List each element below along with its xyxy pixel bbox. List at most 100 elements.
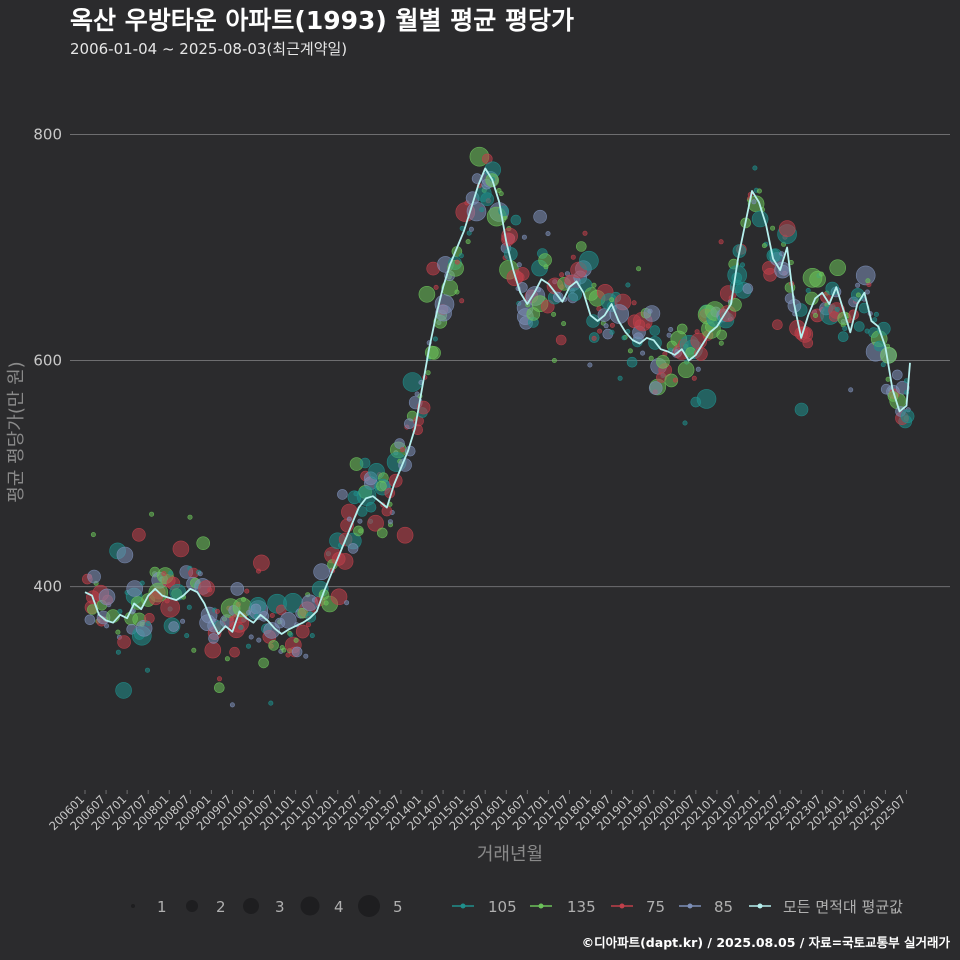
- transaction-point: [900, 409, 915, 424]
- transaction-point: [161, 571, 167, 577]
- transaction-point: [186, 604, 192, 610]
- transaction-point: [291, 646, 303, 658]
- y-gridlines: [70, 134, 950, 588]
- transaction-point: [809, 270, 826, 288]
- transaction-point: [779, 251, 785, 257]
- transaction-point: [515, 267, 530, 281]
- transaction-point: [359, 457, 371, 469]
- transaction-point: [587, 362, 593, 368]
- transaction-point: [855, 292, 861, 298]
- transaction-point: [880, 362, 886, 368]
- transaction-point: [510, 214, 522, 226]
- size-legend-key-2: [186, 900, 198, 912]
- transaction-point: [770, 225, 776, 231]
- transaction-point: [184, 633, 190, 639]
- transaction-point: [313, 563, 330, 581]
- size-legend: 1 2 3 4 5: [131, 895, 403, 917]
- size-legend-label-1: 1: [157, 898, 167, 916]
- transaction-point: [582, 230, 588, 236]
- transaction-point: [376, 527, 388, 539]
- transaction-point: [555, 334, 567, 346]
- transaction-point: [617, 375, 623, 381]
- y-tick-800: 800: [33, 126, 62, 144]
- transaction-point: [540, 299, 555, 314]
- transaction-point: [609, 322, 615, 328]
- transaction-point: [268, 700, 274, 706]
- transaction-point: [538, 253, 552, 267]
- legend-key-105-dot: [460, 903, 466, 909]
- transaction-point: [418, 285, 436, 303]
- transaction-point: [168, 570, 174, 576]
- transaction-point: [104, 623, 110, 629]
- transaction-point: [98, 588, 116, 606]
- transaction-point: [829, 259, 847, 277]
- transaction-point: [545, 231, 551, 237]
- transaction-point: [293, 637, 299, 643]
- transaction-point: [668, 326, 674, 332]
- transaction-point: [591, 335, 597, 341]
- transaction-point: [695, 366, 701, 372]
- legend-key-85-dot: [687, 903, 693, 909]
- transaction-point: [805, 287, 811, 293]
- transaction-point: [139, 580, 145, 586]
- transaction-point: [568, 287, 582, 302]
- transaction-point: [516, 262, 522, 268]
- transaction-point: [168, 621, 179, 632]
- transaction-point: [640, 350, 646, 356]
- transaction-point: [268, 640, 279, 651]
- transaction-point: [855, 265, 876, 286]
- transaction-point: [625, 282, 631, 288]
- x-axis-title: 거래년월: [477, 844, 543, 865]
- transaction-point: [145, 667, 151, 673]
- transaction-point: [90, 532, 96, 538]
- transaction-point: [330, 588, 348, 606]
- transaction-point: [621, 335, 627, 341]
- transaction-point: [117, 635, 131, 649]
- transaction-point: [649, 325, 661, 336]
- transaction-point: [258, 657, 269, 669]
- transaction-point: [761, 243, 767, 249]
- transaction-point: [116, 546, 134, 564]
- transaction-point: [676, 323, 688, 335]
- size-legend-label-4: 4: [334, 898, 344, 916]
- transaction-point: [214, 608, 220, 614]
- legend-label-75: 75: [646, 898, 665, 916]
- transaction-point: [217, 676, 223, 682]
- transaction-point: [596, 306, 602, 312]
- size-legend-key-3: [243, 898, 259, 914]
- transaction-point: [208, 633, 219, 644]
- transaction-point: [433, 284, 439, 290]
- transaction-point: [609, 297, 615, 303]
- legend-label-85: 85: [714, 898, 733, 916]
- transaction-point: [521, 234, 527, 240]
- transaction-point: [756, 188, 762, 194]
- legend-key-average-dot: [757, 903, 763, 909]
- transaction-point: [197, 571, 203, 577]
- source-caption: ©디아파트(dapt.kr) / 2025.08.05 / 자료=국토교통부 실…: [582, 935, 951, 950]
- transaction-point: [432, 336, 438, 342]
- transaction-point: [853, 321, 865, 332]
- transaction-point: [115, 682, 132, 699]
- transaction-point: [718, 239, 724, 245]
- transaction-point: [794, 402, 809, 417]
- transaction-point: [627, 348, 633, 354]
- transaction-point: [263, 622, 281, 639]
- legend-key-135-dot: [538, 903, 544, 909]
- transaction-point: [848, 387, 854, 393]
- transaction-point: [672, 377, 678, 383]
- y-tick-400: 400: [33, 578, 62, 596]
- average-line-group: [84, 167, 911, 635]
- transaction-point: [479, 207, 485, 213]
- size-legend-label-2: 2: [216, 898, 226, 916]
- transaction-point: [812, 312, 818, 318]
- transaction-point: [643, 305, 661, 322]
- transaction-point: [466, 230, 472, 236]
- transaction-point: [115, 649, 121, 655]
- y-axis-title: 평균 평당가(만 원): [6, 361, 27, 502]
- transaction-point: [145, 620, 151, 626]
- transaction-point: [180, 618, 186, 624]
- transaction-point: [191, 647, 197, 653]
- transaction-point: [501, 232, 515, 247]
- transaction-point: [865, 278, 871, 284]
